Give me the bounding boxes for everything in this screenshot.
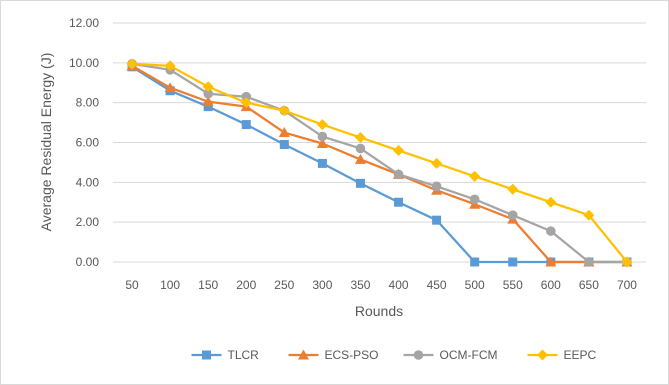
data-point-ocm-fcm [317,131,328,142]
data-point-ocm-fcm [431,181,442,192]
data-point-ocm-fcm [355,143,366,154]
data-point-eepc [126,58,138,70]
data-point-ocm-fcm [546,226,556,236]
series-line-ocm-fcm [131,62,627,264]
x-tick-label: 450 [427,278,447,292]
data-point-tlcr [203,102,213,112]
legend-label: EEPC [564,348,597,362]
data-point-eepc [583,209,595,221]
series-line-eepc [131,62,628,263]
data-point-ecs-pso [545,256,557,267]
x-tick-label: 150 [198,278,218,292]
y-tick-label: 0.00 [76,255,100,269]
data-point-ecs-pso [278,127,290,138]
x-tick-label: 350 [350,278,370,292]
x-tick-label: 500 [465,278,485,292]
data-point-ecs-pso [202,96,214,107]
data-point-eepc [278,105,290,117]
data-point-ocm-fcm [507,210,518,220]
data-point-ocm-fcm [203,88,213,99]
data-point-tlcr [317,158,327,168]
y-axis-tick-labels: 0.00 2.00 4.00 6.00 8.00 10.00 12.00 [69,16,99,269]
data-point-ecs-pso [316,137,328,148]
series-line-ecs-pso [131,64,627,264]
y-tick-label: 12.00 [69,16,99,30]
data-point-tlcr [432,215,442,225]
data-point-tlcr [241,120,251,130]
series-ocm-fcm [127,59,632,267]
data-point-tlcr [279,139,289,149]
x-tick-label: 300 [312,278,332,292]
legend-label: TLCR [228,348,260,362]
x-tick-label: 50 [125,278,139,292]
data-point-eepc [202,81,214,93]
data-point-eepc [164,60,176,72]
legend-label: OCM-FCM [440,348,498,362]
data-point-ecs-pso [164,82,176,93]
data-point-ocm-fcm [469,194,480,205]
data-point-eepc [469,170,481,182]
series-layer [126,58,633,268]
legend: TLCR ECS-PSO OCM-FCM EEPC [191,348,597,362]
legend-item-tlcr: TLCR [191,348,260,362]
data-point-tlcr [470,257,480,267]
legend-marker-eepc [537,349,548,361]
series-line-tlcr [131,65,627,264]
data-point-eepc [621,256,633,268]
x-tick-label: 200 [236,278,256,292]
y-tick-label: 6.00 [76,136,100,150]
legend-marker-tlcr [202,350,211,360]
data-point-tlcr [394,197,404,207]
data-point-ocm-fcm [584,257,594,267]
legend-item-ecs-pso: ECS-PSO [288,348,379,362]
y-axis-title: Average Residual Energy (J) [38,53,54,232]
data-point-ocm-fcm [241,91,252,102]
x-tick-label: 550 [503,278,523,292]
data-point-eepc [431,157,443,169]
data-point-ocm-fcm [393,169,404,180]
data-point-ecs-pso [354,153,366,164]
data-point-eepc [545,196,557,208]
data-point-tlcr [355,178,365,188]
data-point-eepc [507,183,519,195]
data-point-eepc [354,132,366,144]
data-point-tlcr [508,257,518,267]
legend-item-eepc: EEPC [527,348,597,362]
x-tick-label: 100 [160,278,180,292]
y-tick-label: 10.00 [69,56,99,70]
legend-label: ECS-PSO [325,348,379,362]
gridlines [113,22,646,263]
legend-item-ocm-fcm: OCM-FCM [403,348,498,362]
y-tick-label: 4.00 [76,175,100,189]
x-tick-label: 650 [579,278,599,292]
x-tick-label: 600 [541,278,561,292]
y-tick-label: 8.00 [76,96,100,110]
x-tick-label: 700 [617,278,637,292]
data-point-eepc [240,97,252,109]
x-axis-tick-labels: 50 100 150 200 250 300 350 400 450 500 550 600 650 70… [125,278,637,292]
data-point-eepc [316,119,328,131]
x-tick-label: 400 [389,278,409,292]
series-eepc [126,58,633,268]
data-point-eepc [393,144,405,156]
x-tick-label: 250 [274,278,294,292]
legend-marker-ocm-fcm [413,350,424,360]
legend-marker-ecs-pso [298,349,309,360]
y-tick-label: 2.00 [76,215,100,229]
x-axis-title: Rounds [355,303,403,319]
